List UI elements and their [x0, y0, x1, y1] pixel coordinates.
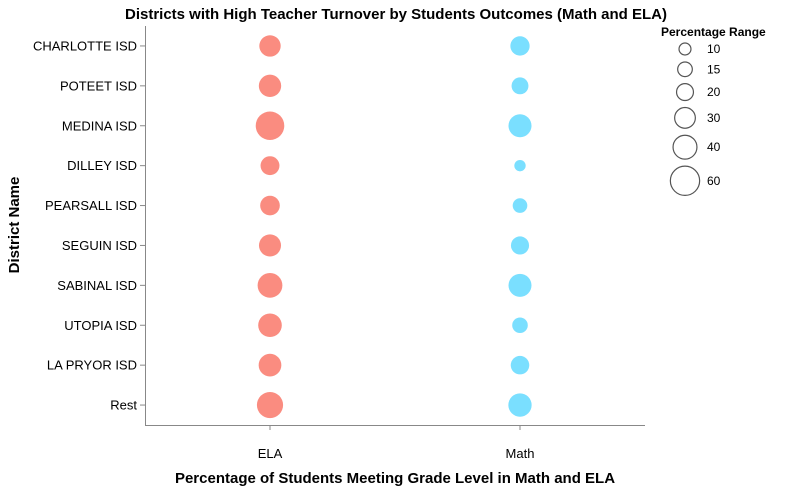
bubble-ela-la-pryor-isd: [258, 353, 282, 377]
legend-size-circle: [672, 134, 698, 160]
legend-title: Percentage Range: [661, 25, 766, 39]
legend-size-circle: [669, 165, 701, 197]
y-tick-label: MEDINA ISD: [62, 118, 137, 133]
legend-size-label: 30: [707, 111, 721, 125]
y-tick-label: LA PRYOR ISD: [47, 358, 137, 373]
bubble-ela-sabinal-isd: [257, 272, 283, 298]
legend-size-circle: [674, 106, 696, 129]
bubble-marks: [255, 35, 532, 419]
bubble-ela-dilley-isd: [260, 156, 280, 176]
bubble-math-medina-isd: [508, 114, 532, 138]
bubble-math-sabinal-isd: [508, 273, 532, 297]
chart-title: Districts with High Teacher Turnover by …: [125, 6, 667, 23]
bubble-math-rest: [508, 393, 532, 417]
bubble-math-charlotte-isd: [510, 36, 530, 56]
legend-size-label: 60: [707, 174, 721, 188]
size-legend: Percentage Range 10 15 20 30 40 60: [661, 25, 766, 197]
x-tick-label: ELA: [258, 446, 283, 461]
bubble-ela-utopia-isd: [258, 313, 282, 338]
bubble-ela-pearsall-isd: [260, 195, 280, 216]
bubble-ela-charlotte-isd: [259, 35, 281, 57]
y-tick-label: UTOPIA ISD: [64, 318, 137, 333]
x-axis-title: Percentage of Students Meeting Grade Lev…: [175, 470, 615, 487]
legend-size-label: 40: [707, 140, 721, 154]
bubble-math-la-pryor-isd: [510, 355, 530, 375]
legend-size-circle: [678, 42, 692, 56]
y-tick-label: SABINAL ISD: [57, 278, 137, 293]
y-axis-ticks: CHARLOTTE ISD POTEET ISD MEDINA ISD DILLEY …: [33, 38, 145, 413]
y-tick-label: PEARSALL ISD: [45, 198, 137, 213]
bubble-ela-poteet-isd: [258, 74, 282, 98]
legend-size-label: 15: [707, 62, 721, 76]
bubble-math-poteet-isd: [511, 77, 529, 95]
plot-area: CHARLOTTE ISD POTEET ISD MEDINA ISD DILLEY …: [33, 26, 645, 461]
legend-size-label: 10: [707, 42, 721, 56]
legend-size-circle: [675, 83, 695, 102]
y-axis-title: District Name: [6, 177, 23, 274]
bubble-ela-medina-isd: [255, 111, 285, 141]
y-tick-label: POTEET ISD: [60, 78, 137, 93]
y-tick-label: DILLEY ISD: [67, 158, 137, 173]
bubble-math-seguin-isd: [510, 236, 530, 255]
bubble-ela-seguin-isd: [258, 234, 282, 257]
x-axis-ticks: ELA Math: [258, 425, 535, 461]
bubble-math-dilley-isd: [514, 159, 526, 172]
bubble-math-pearsall-isd: [512, 198, 528, 213]
y-tick-label: CHARLOTTE ISD: [33, 38, 137, 53]
bubble-math-utopia-isd: [512, 317, 528, 334]
x-tick-label: Math: [506, 446, 535, 461]
y-tick-label: Rest: [110, 398, 137, 413]
y-tick-label: SEGUIN ISD: [62, 238, 137, 253]
legend-size-label: 20: [707, 85, 721, 99]
legend-size-circle: [677, 61, 693, 78]
bubble-ela-rest: [256, 391, 284, 419]
